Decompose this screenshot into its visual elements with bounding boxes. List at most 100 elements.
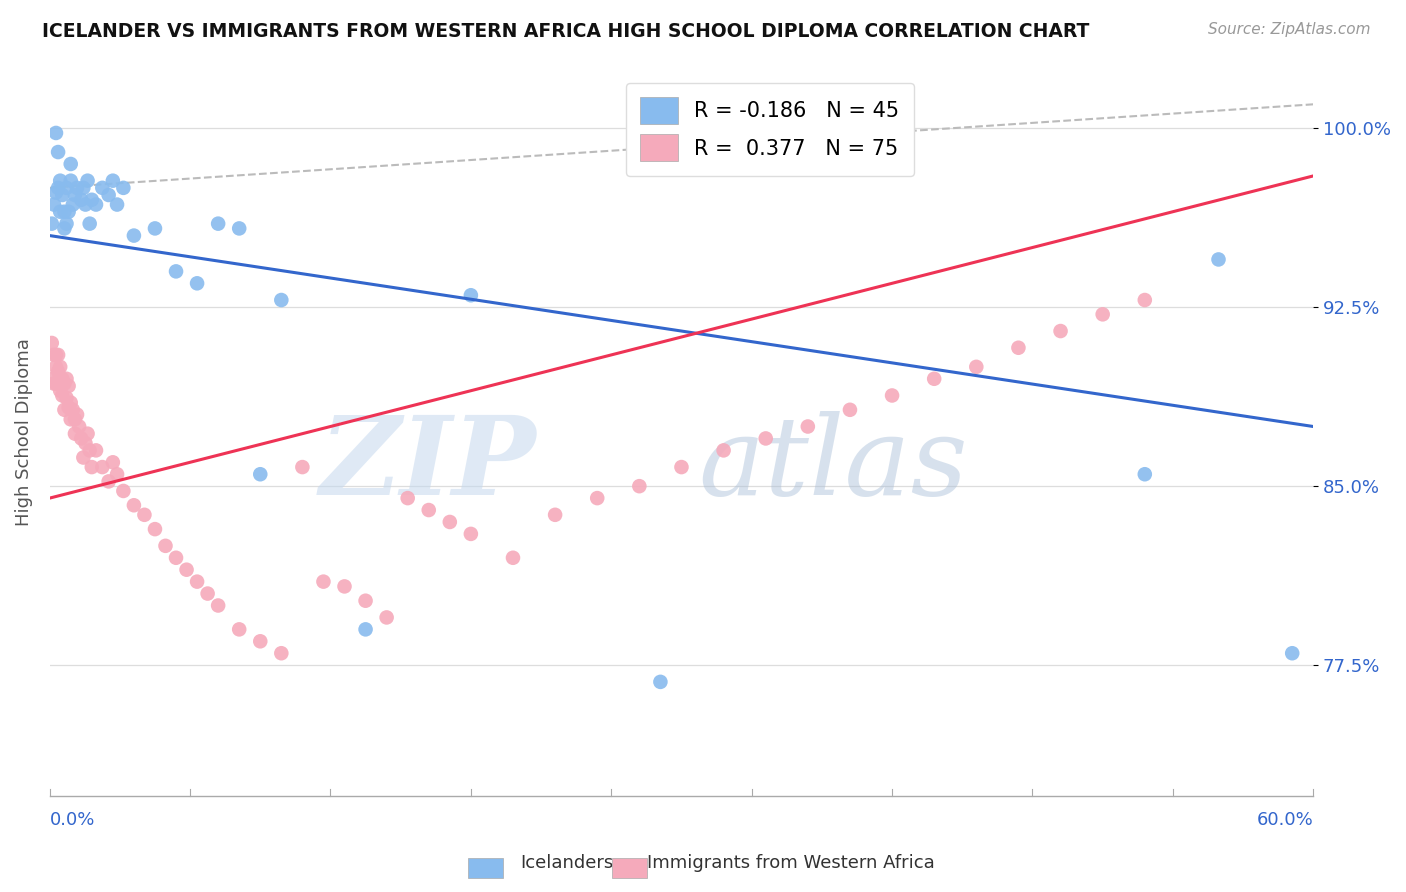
Point — [63, 188, 86, 202]
Point — [66, 408, 89, 422]
Point — [207, 217, 229, 231]
Point — [312, 574, 335, 589]
Point — [249, 467, 271, 482]
Point — [41, 336, 63, 351]
Point — [55, 217, 77, 231]
Point — [80, 193, 103, 207]
Text: 0.0%: 0.0% — [49, 811, 96, 829]
Point — [880, 388, 903, 402]
Legend: R = -0.186   N = 45, R =  0.377   N = 75: R = -0.186 N = 45, R = 0.377 N = 75 — [626, 83, 914, 176]
Point — [62, 402, 84, 417]
Point — [42, 348, 65, 362]
Text: 60.0%: 60.0% — [1257, 811, 1313, 829]
Point — [1208, 252, 1230, 267]
Text: Source: ZipAtlas.com: Source: ZipAtlas.com — [1208, 22, 1371, 37]
Point — [105, 197, 128, 211]
Point — [75, 197, 97, 211]
Point — [105, 467, 128, 482]
Point — [165, 264, 187, 278]
Point — [42, 376, 65, 391]
Point — [51, 388, 73, 402]
Point — [1007, 341, 1029, 355]
Point — [291, 460, 314, 475]
Point — [55, 372, 77, 386]
Point — [922, 372, 945, 386]
Point — [460, 527, 482, 541]
Point — [176, 563, 198, 577]
Point — [66, 181, 89, 195]
Point — [965, 359, 987, 374]
Point — [91, 181, 114, 195]
Point — [544, 508, 567, 522]
Point — [112, 483, 135, 498]
Point — [143, 522, 166, 536]
Point — [270, 646, 292, 660]
Point — [46, 181, 69, 195]
Point — [122, 498, 145, 512]
Point — [49, 174, 72, 188]
Text: ICELANDER VS IMMIGRANTS FROM WESTERN AFRICA HIGH SCHOOL DIPLOMA CORRELATION CHAR: ICELANDER VS IMMIGRANTS FROM WESTERN AFR… — [42, 22, 1090, 41]
Point — [41, 217, 63, 231]
Point — [45, 348, 67, 362]
Point — [63, 412, 86, 426]
Point — [46, 365, 69, 379]
Point — [55, 391, 77, 405]
Point — [58, 379, 80, 393]
Point — [84, 443, 107, 458]
Point — [249, 634, 271, 648]
Point — [55, 181, 77, 195]
Point — [439, 515, 461, 529]
Point — [59, 395, 82, 409]
Point — [49, 204, 72, 219]
Point — [76, 174, 98, 188]
Point — [53, 221, 76, 235]
Point — [42, 197, 65, 211]
Point — [51, 188, 73, 202]
Point — [46, 145, 69, 159]
Point — [62, 197, 84, 211]
Point — [45, 186, 67, 200]
Point — [46, 348, 69, 362]
Point — [45, 126, 67, 140]
Point — [270, 293, 292, 307]
Point — [59, 412, 82, 426]
Point — [59, 174, 82, 188]
Point — [1281, 646, 1303, 660]
Point — [650, 674, 672, 689]
Point — [67, 419, 90, 434]
Point — [97, 475, 120, 489]
Point — [586, 491, 609, 505]
Text: atlas: atlas — [699, 411, 967, 519]
Point — [122, 228, 145, 243]
Point — [1133, 467, 1156, 482]
Point — [460, 288, 482, 302]
Point — [53, 204, 76, 219]
Point — [59, 157, 82, 171]
Point — [51, 372, 73, 386]
Point — [354, 623, 377, 637]
Point — [49, 384, 72, 398]
Y-axis label: High School Diploma: High School Diploma — [15, 339, 32, 526]
Point — [186, 574, 208, 589]
Point — [1133, 293, 1156, 307]
Point — [58, 401, 80, 415]
Point — [72, 450, 94, 465]
Point — [228, 221, 250, 235]
Point — [186, 277, 208, 291]
Point — [112, 181, 135, 195]
Point — [418, 503, 440, 517]
Point — [354, 593, 377, 607]
Point — [155, 539, 177, 553]
Point — [333, 579, 356, 593]
Point — [797, 419, 820, 434]
Text: ZIP: ZIP — [319, 411, 536, 519]
Text: Immigrants from Western Africa: Immigrants from Western Africa — [647, 855, 935, 872]
Point — [502, 550, 524, 565]
Point — [207, 599, 229, 613]
Point — [143, 221, 166, 235]
Point — [79, 217, 101, 231]
Point — [45, 376, 67, 391]
Point — [1091, 307, 1114, 321]
Point — [70, 193, 93, 207]
Point — [228, 623, 250, 637]
